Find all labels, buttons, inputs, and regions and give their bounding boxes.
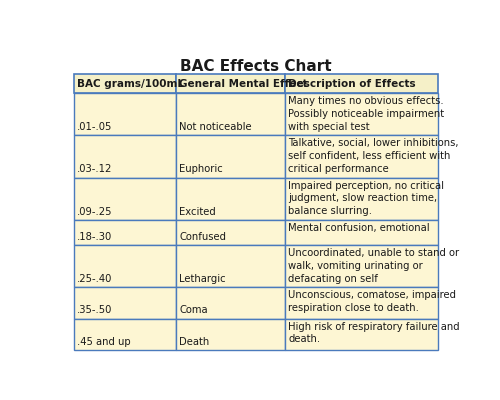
Text: Euphoric: Euphoric	[179, 164, 223, 174]
Bar	[176, 318, 286, 350]
Text: .35-.50: .35-.50	[77, 306, 112, 316]
Text: Many times no obvious effects.
Possibly noticeable impairment
with special test: Many times no obvious effects. Possibly …	[288, 96, 444, 132]
Text: Uncoordinated, unable to stand or
walk, vomiting urinating or
defacating on self: Uncoordinated, unable to stand or walk, …	[288, 248, 460, 284]
Text: BAC Effects Chart: BAC Effects Chart	[180, 59, 332, 74]
Text: Lethargic: Lethargic	[179, 274, 226, 284]
Text: .45 and up: .45 and up	[77, 337, 131, 347]
Bar	[74, 135, 176, 178]
Bar	[286, 93, 438, 135]
Bar	[74, 318, 176, 350]
Bar	[286, 220, 438, 245]
Text: Coma: Coma	[179, 306, 208, 316]
Text: .01-.05: .01-.05	[77, 122, 112, 132]
Text: Confused: Confused	[179, 232, 226, 242]
Text: Impaired perception, no critical
judgment, slow reaction time,
balance slurring.: Impaired perception, no critical judgmen…	[288, 180, 444, 216]
Bar	[74, 245, 176, 287]
Bar	[74, 74, 176, 93]
Bar	[176, 93, 286, 135]
Bar	[286, 318, 438, 350]
Text: .18-.30: .18-.30	[77, 232, 112, 242]
Text: BAC grams/100mL: BAC grams/100mL	[77, 78, 184, 88]
Bar	[176, 245, 286, 287]
Bar	[74, 178, 176, 220]
Text: Unconscious, comatose, impaired
respiration close to death.: Unconscious, comatose, impaired respirat…	[288, 290, 456, 313]
Text: High risk of respiratory failure and
death.: High risk of respiratory failure and dea…	[288, 322, 460, 344]
Text: Description of Effects: Description of Effects	[288, 78, 416, 88]
Bar	[176, 220, 286, 245]
Text: General Mental Effect: General Mental Effect	[179, 78, 308, 88]
Text: Not noticeable: Not noticeable	[179, 122, 252, 132]
Text: Excited: Excited	[179, 207, 216, 217]
Bar	[176, 74, 286, 93]
Text: Mental confusion, emotional: Mental confusion, emotional	[288, 223, 430, 233]
Text: Death: Death	[179, 337, 210, 347]
Bar	[74, 287, 176, 318]
Text: .25-.40: .25-.40	[77, 274, 112, 284]
Bar	[286, 245, 438, 287]
Bar	[74, 220, 176, 245]
Bar	[74, 93, 176, 135]
Bar	[176, 287, 286, 318]
Bar	[176, 135, 286, 178]
Bar	[286, 74, 438, 93]
Bar	[286, 135, 438, 178]
Text: Talkative, social, lower inhibitions,
self confident, less efficient with
critic: Talkative, social, lower inhibitions, se…	[288, 138, 459, 174]
Bar	[286, 178, 438, 220]
Text: .03-.12: .03-.12	[77, 164, 112, 174]
Bar	[286, 287, 438, 318]
Bar	[176, 178, 286, 220]
Text: .09-.25: .09-.25	[77, 207, 112, 217]
